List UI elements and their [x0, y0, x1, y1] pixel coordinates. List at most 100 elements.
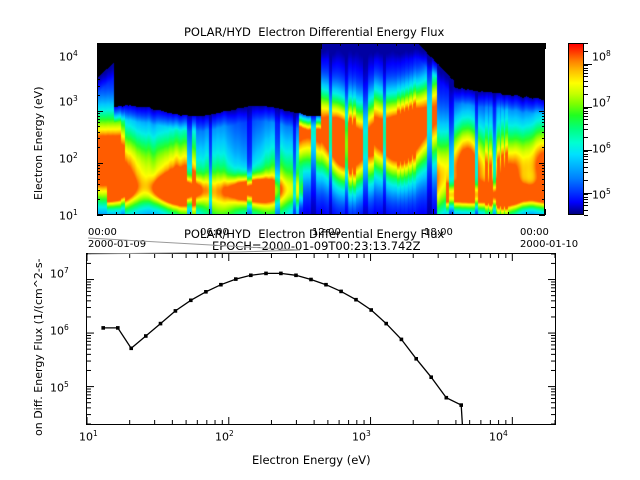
axis-tick — [584, 113, 588, 115]
axis-tick — [153, 43, 154, 46]
axis-tick — [526, 43, 528, 46]
axis-tick — [584, 123, 588, 125]
spectrum-xtick-2: 102 — [215, 429, 234, 444]
axis-tick — [542, 167, 545, 169]
spectrum-xtick-4: 104 — [489, 429, 508, 444]
axis-tick — [414, 212, 416, 215]
axis-tick — [265, 212, 266, 215]
colorbar-tick-4: 108 — [592, 49, 611, 64]
axis-tick — [433, 43, 434, 49]
spectrogram-ytick-1: 101 — [59, 208, 78, 223]
axis-tick — [526, 212, 528, 215]
axis-tick — [97, 85, 100, 87]
axis-tick — [542, 115, 545, 117]
spectrogram-xtick-time-0: 00:00 — [88, 227, 117, 238]
axis-tick — [97, 122, 100, 124]
axis-tick — [190, 43, 192, 46]
colorbar-tick-3: 107 — [592, 95, 611, 110]
axis-tick — [283, 43, 285, 46]
axis-tick — [97, 115, 100, 117]
axis-tick — [377, 43, 378, 46]
axis-tick — [584, 215, 588, 216]
axis-tick — [97, 70, 100, 72]
axis-tick — [246, 43, 248, 46]
spectrum-panel — [86, 253, 556, 425]
axis-tick — [395, 212, 397, 215]
axis-tick — [339, 43, 341, 46]
axis-tick — [542, 170, 545, 172]
axis-tick — [584, 202, 588, 204]
axis-tick — [321, 43, 322, 49]
annotation-epoch-label: EPOCH=2000-01-09T00:23:13.742Z — [212, 239, 421, 253]
axis-tick — [542, 95, 545, 97]
axis-tick — [395, 43, 397, 46]
axis-tick — [545, 209, 546, 215]
axis-tick — [584, 110, 588, 112]
spectrogram-xtick-date-0: 2000-01-09 — [88, 239, 147, 250]
axis-tick — [209, 43, 210, 49]
axis-tick — [209, 209, 210, 215]
axis-tick — [584, 166, 588, 168]
axis-tick — [542, 165, 545, 167]
axis-tick — [542, 126, 545, 128]
axis-tick — [542, 79, 545, 81]
axis-tick — [584, 106, 592, 108]
annotation-overlay-title: POLAR/HYD Electron Differential Energy F… — [184, 227, 445, 241]
axis-tick — [542, 183, 545, 185]
axis-tick — [584, 108, 588, 110]
axis-tick — [542, 43, 545, 44]
axis-tick — [97, 110, 103, 112]
axis-tick — [433, 209, 434, 215]
axis-tick — [542, 85, 545, 87]
axis-tick — [227, 212, 229, 215]
axis-tick — [470, 212, 472, 215]
spectrum-plot — [87, 254, 555, 424]
axis-tick — [507, 43, 509, 46]
axis-tick — [283, 212, 285, 215]
axis-tick — [584, 151, 588, 153]
axis-tick — [584, 199, 588, 201]
axis-tick — [190, 212, 192, 215]
axis-tick — [97, 209, 98, 215]
spectrogram-ytick-3: 103 — [59, 94, 78, 109]
spectrogram-xtick-time-3: 18:00 — [424, 227, 453, 238]
axis-tick — [246, 212, 248, 215]
axis-tick — [584, 50, 588, 52]
axis-tick — [542, 174, 545, 176]
axis-tick — [97, 118, 100, 120]
axis-tick — [584, 159, 588, 161]
axis-tick — [542, 178, 545, 180]
axis-tick — [542, 138, 545, 140]
axis-tick — [542, 61, 545, 63]
axis-tick — [153, 212, 154, 215]
axis-tick — [265, 43, 266, 46]
axis-tick — [358, 43, 360, 46]
spectrogram-xtick-time-4: 00:00 — [520, 227, 549, 238]
axis-tick — [97, 131, 100, 133]
spectrum-x-axis-label: Electron Energy (eV) — [252, 453, 371, 467]
axis-tick — [339, 212, 341, 215]
axis-tick — [97, 190, 100, 192]
axis-tick — [470, 43, 472, 46]
spectrogram-xtick-time-2: 12:00 — [312, 227, 341, 238]
axis-tick — [542, 131, 545, 133]
axis-tick — [97, 113, 100, 115]
axis-tick — [97, 165, 100, 167]
axis-tick — [584, 194, 588, 196]
axis-tick — [97, 43, 98, 49]
axis-tick — [539, 58, 545, 60]
axis-tick — [97, 63, 100, 65]
axis-tick — [542, 74, 545, 76]
axis-tick — [545, 43, 546, 49]
colorbar-tick-1: 105 — [592, 187, 611, 202]
axis-tick — [584, 63, 592, 65]
axis-tick — [451, 212, 453, 215]
axis-tick — [171, 43, 173, 46]
axis-tick — [542, 63, 545, 65]
axis-tick — [584, 65, 588, 67]
axis-tick — [489, 43, 490, 46]
axis-tick — [302, 43, 304, 46]
axis-tick — [97, 170, 100, 172]
axis-tick — [584, 205, 588, 207]
